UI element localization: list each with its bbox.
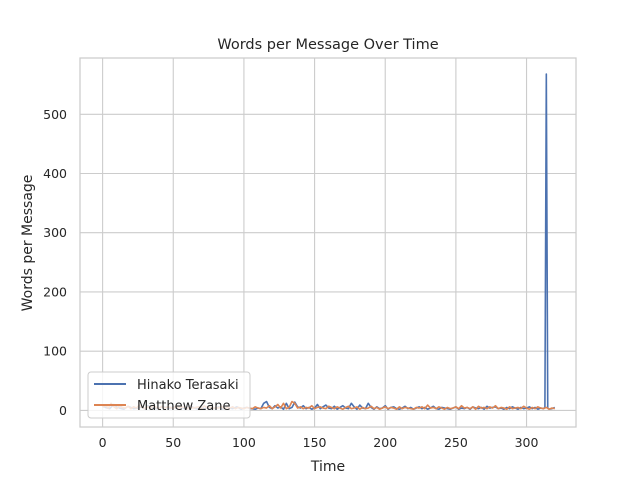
y-tick-label: 100 [43, 344, 67, 359]
chart-title: Words per Message Over Time [217, 37, 438, 53]
x-tick-label: 200 [373, 435, 397, 450]
x-tick-label: 0 [99, 435, 107, 450]
x-tick-label: 250 [444, 435, 468, 450]
x-tick-label: 100 [232, 435, 256, 450]
x-tick-label: 50 [165, 435, 181, 450]
plot-frame [79, 57, 577, 428]
x-tick-label: 150 [303, 435, 327, 450]
x-axis-label: Time [310, 459, 345, 475]
legend-label-hinako-terasaki: Hinako Terasaki [137, 378, 239, 393]
y-tick-label: 0 [59, 403, 67, 418]
x-tick-labels: 0 50 100 150 200 250 300 [99, 435, 539, 450]
legend: Hinako Terasaki Matthew Zane [87, 371, 251, 419]
y-axis-label: Words per Message [20, 175, 36, 312]
y-tick-label: 200 [43, 284, 67, 299]
legend-label-matthew-zane: Matthew Zane [137, 399, 231, 414]
y-tick-label: 500 [43, 107, 67, 122]
y-tick-label: 400 [43, 166, 67, 181]
x-tick-label: 300 [515, 435, 539, 450]
legend-box [87, 371, 251, 419]
grid-vertical [102, 58, 528, 427]
y-tick-labels: 0 100 200 300 400 500 [43, 107, 67, 418]
y-tick-label: 300 [43, 225, 67, 240]
